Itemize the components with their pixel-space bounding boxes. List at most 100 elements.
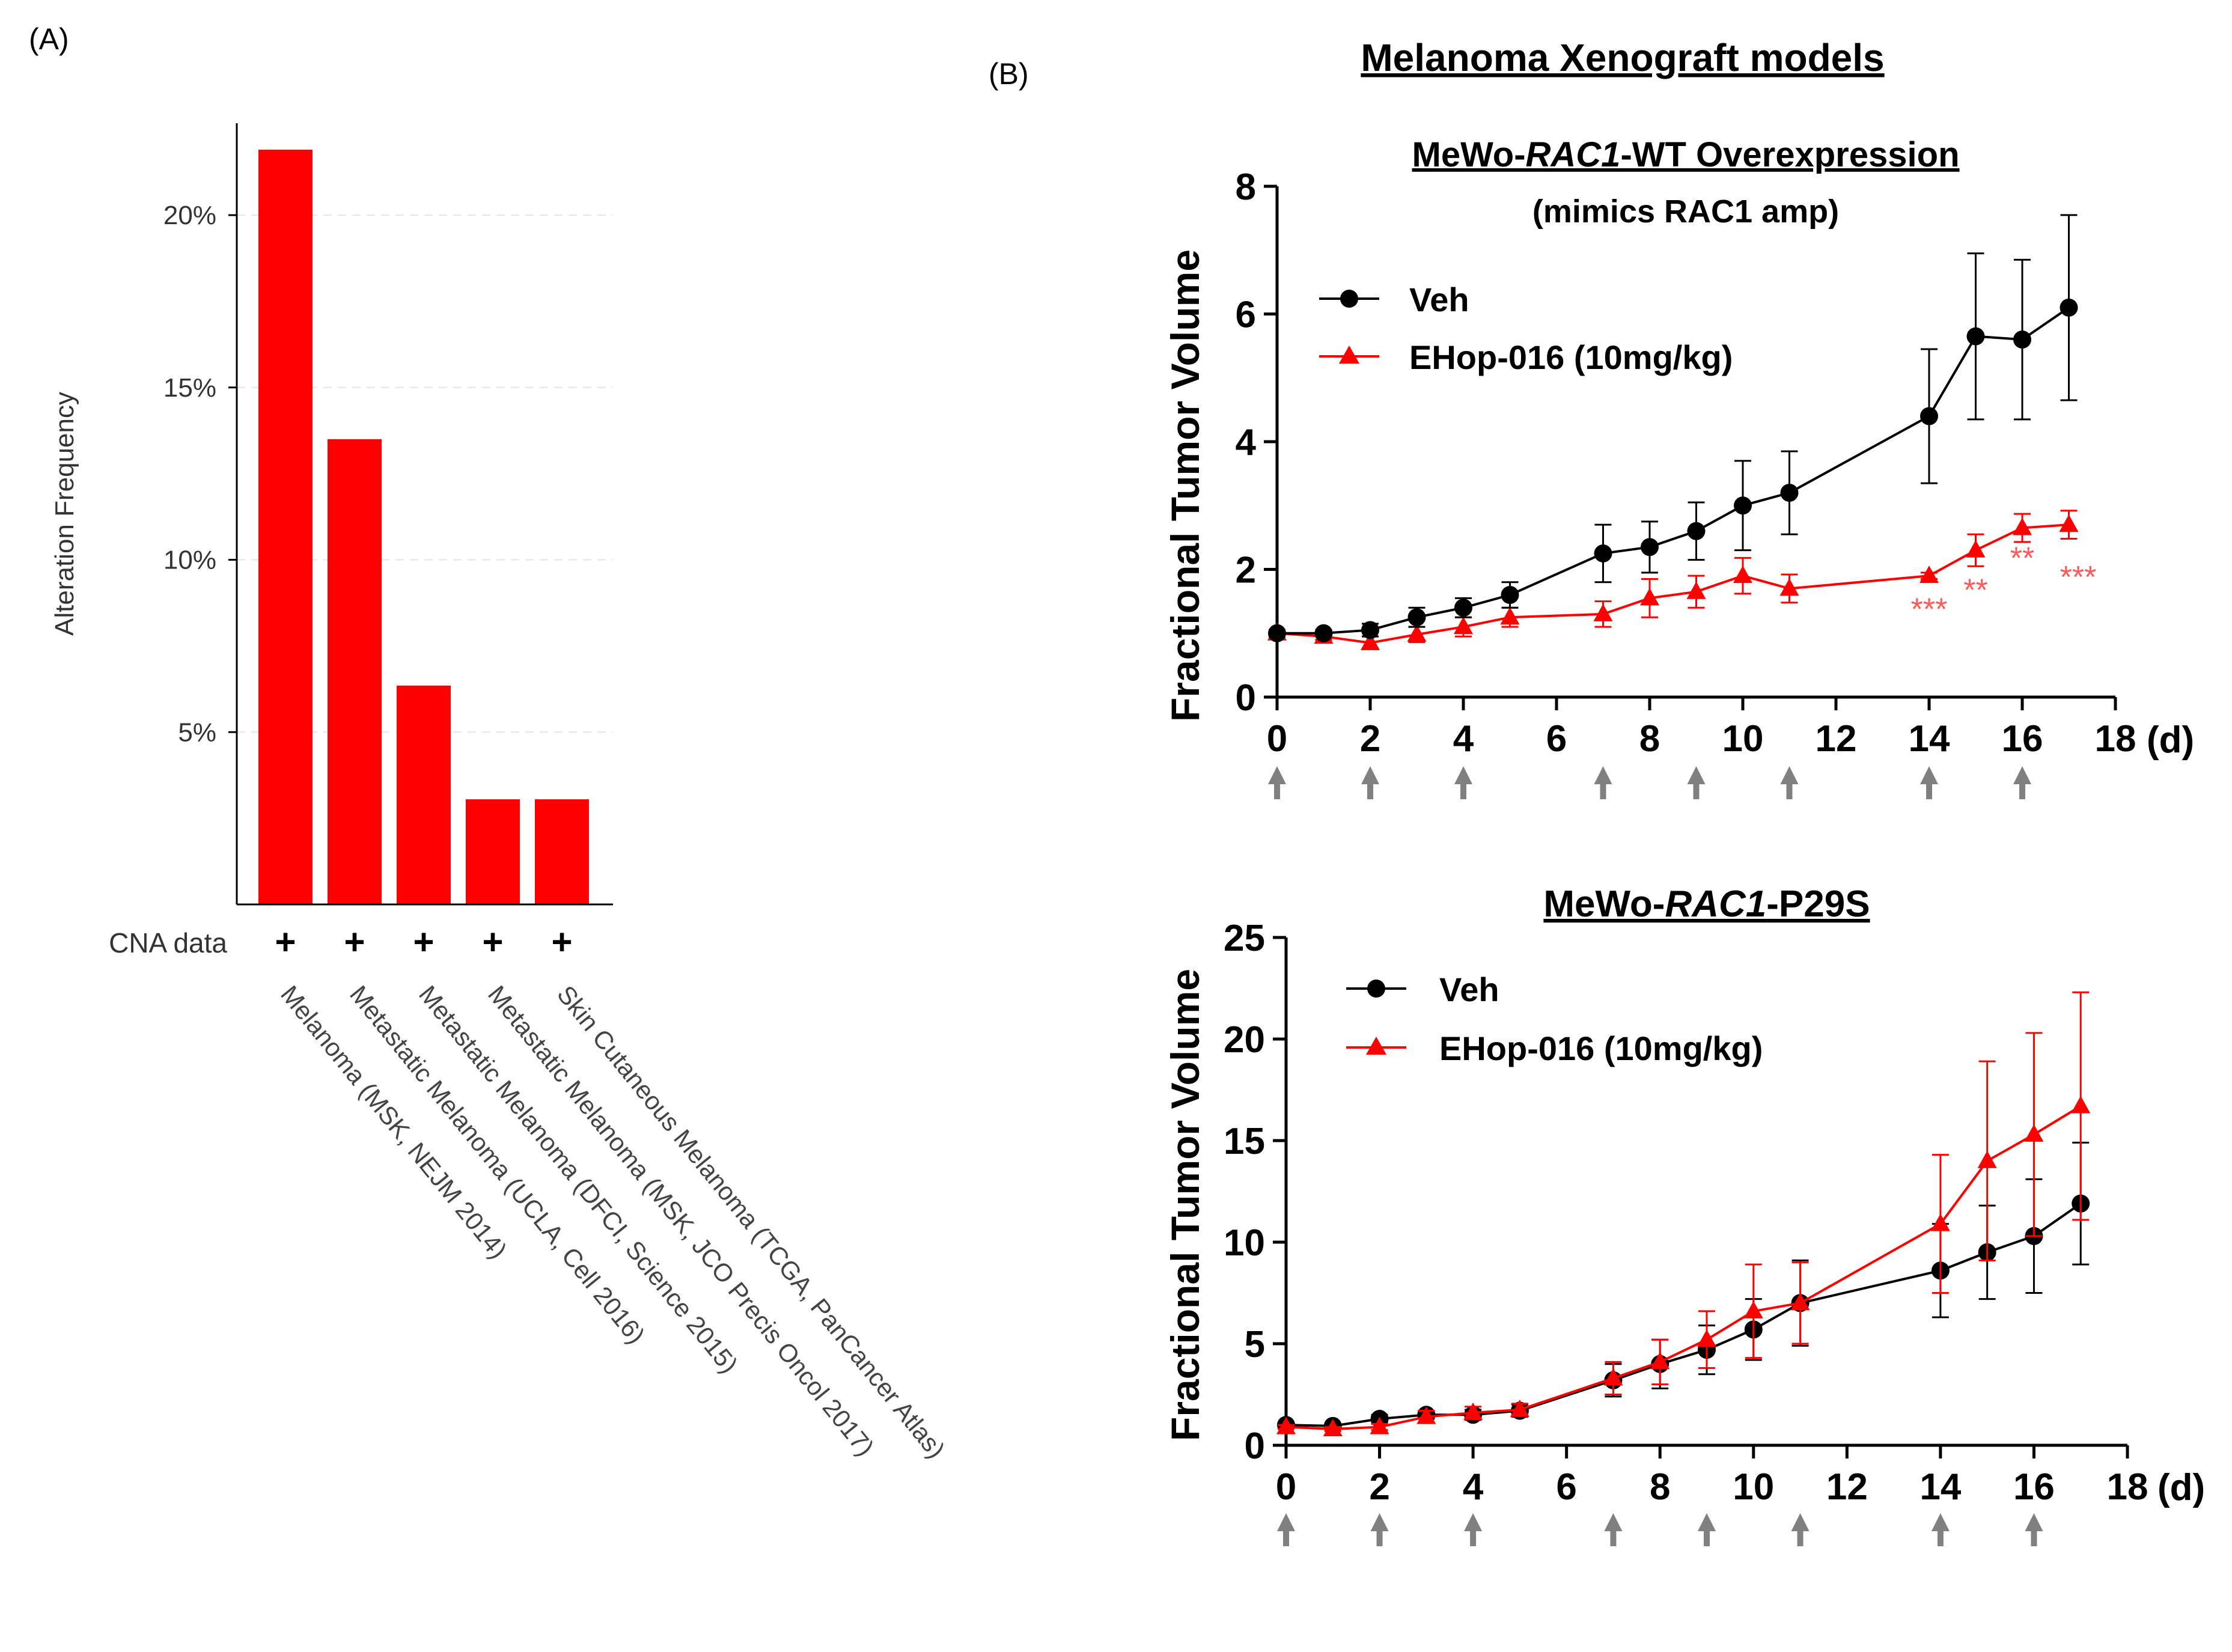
y-tick-label: 8 <box>1236 166 1256 208</box>
data-point <box>2013 331 2031 349</box>
data-point <box>1743 1300 1763 1318</box>
data-point <box>1779 578 1799 596</box>
bottom-series <box>1276 991 2091 1436</box>
a-y-ticks: 5% 10% 15% 20% <box>163 201 237 747</box>
data-point <box>2060 298 2078 317</box>
x-tick-label: 2 <box>1369 1466 1389 1508</box>
data-point <box>1966 327 1985 346</box>
data-point <box>1780 484 1799 502</box>
data-point <box>1276 1416 1296 1434</box>
data-point <box>1323 1418 1343 1436</box>
dosing-arrow <box>2013 766 2031 799</box>
data-point <box>1966 540 1986 558</box>
bar <box>328 439 382 904</box>
top-legend-veh-label: Veh <box>1409 281 1469 319</box>
dosing-arrow <box>1791 1513 1810 1546</box>
dosing-arrow <box>1277 1513 1295 1546</box>
data-point <box>1640 588 1659 606</box>
x-tick-label: 16 <box>2002 718 2043 760</box>
y-tick-label: 10 <box>1224 1222 1265 1264</box>
line-chart-top: MeWo-RAC1-WT Overexpression (mimics RAC1… <box>1163 135 2194 799</box>
bar-chart: 5% 10% 15% 20% Alteration Frequency CNA dat… <box>50 123 951 1463</box>
x-tick-label: 18 <box>2095 718 2136 760</box>
cna-mark: + <box>413 922 434 962</box>
dosing-arrow <box>1454 766 1472 799</box>
x-tick-label: 12 <box>1826 1466 1868 1508</box>
bottom-legend-ehop-marker <box>1366 1037 1386 1055</box>
bottom-legend-veh-label: Veh <box>1439 971 1499 1008</box>
data-point <box>1790 1293 1810 1311</box>
data-point <box>1977 1150 1997 1168</box>
top-x-unit: (d) <box>2147 719 2194 761</box>
x-tick-label: 4 <box>1453 718 1474 760</box>
x-tick-label: 6 <box>1556 1466 1576 1508</box>
data-point <box>1407 608 1426 627</box>
data-point <box>2013 517 2032 535</box>
x-tick-label: 10 <box>1733 1466 1774 1508</box>
data-point <box>1733 565 1752 584</box>
x-tick-label: 2 <box>1360 718 1380 760</box>
data-point <box>1500 607 1520 625</box>
top-y-axis-label: Fractional Tumor Volume <box>1163 249 1207 722</box>
bottom-legend-veh-marker <box>1367 980 1385 998</box>
series-veh <box>1268 214 2078 642</box>
data-point <box>1920 407 1938 425</box>
data-point <box>1734 496 1752 515</box>
data-point <box>1686 581 1706 599</box>
dosing-arrow <box>1361 766 1379 799</box>
bottom-title-suffix: -P29S <box>1766 883 1870 925</box>
data-point <box>1463 1402 1483 1420</box>
y-tick-label: 2 <box>1236 550 1256 591</box>
data-point <box>2071 1096 2091 1114</box>
data-point <box>1314 624 1333 642</box>
a-y-tick-label: 5% <box>178 718 216 747</box>
y-tick-label: 6 <box>1236 294 1256 336</box>
x-tick-label: 0 <box>1267 718 1287 760</box>
bar <box>258 150 313 904</box>
top-title-prefix: MeWo- <box>1412 135 1526 174</box>
top-title-suffix: -WT Overexpression <box>1620 135 1959 174</box>
data-point <box>1510 1399 1529 1417</box>
x-tick-label: 6 <box>1546 718 1567 760</box>
panel-label-a: (A) <box>29 22 69 56</box>
data-point <box>1268 624 1286 642</box>
cna-label: CNA data <box>109 927 227 959</box>
line-chart-bottom: MeWo-RAC1-P29S Fractional Tumor Volume 0… <box>1163 883 2205 1546</box>
top-chart-subtitle: (mimics RAC1 amp) <box>1532 194 1839 230</box>
data-point <box>1454 599 1472 617</box>
series-ehop <box>1267 510 2079 650</box>
a-y-tick-label: 20% <box>163 201 216 230</box>
a-bars <box>258 150 589 904</box>
section-title: Melanoma Xenograft models <box>1361 36 1884 79</box>
data-point <box>1687 522 1706 540</box>
top-legend-ehop-marker <box>1339 346 1359 364</box>
dosing-arrow <box>1464 1513 1483 1546</box>
bottom-dosing-arrows <box>1277 1513 2043 1546</box>
data-point <box>1416 1406 1436 1424</box>
top-series <box>1267 214 2079 650</box>
series-line <box>1285 1105 2082 1430</box>
panel-label-b: (B) <box>989 57 1029 91</box>
series-ehop <box>1276 991 2091 1436</box>
data-point <box>1641 538 1659 556</box>
top-dosing-arrows <box>1268 766 2031 799</box>
y-tick-label: 25 <box>1224 918 1265 959</box>
dosing-arrow <box>1687 766 1706 799</box>
x-tick-label: 16 <box>2013 1466 2055 1508</box>
data-point <box>1361 632 1380 650</box>
top-annotations: ********** <box>1911 541 2097 627</box>
bottom-x-unit: (d) <box>2157 1467 2205 1508</box>
y-tick-label: 4 <box>1236 422 1257 463</box>
top-axes: 0 2 4 6 8 0 2 4 6 8 10 12 14 16 18 <box>1236 166 2136 760</box>
x-tick-label: 8 <box>1639 718 1660 760</box>
data-point <box>1370 1416 1389 1434</box>
cna-mark: + <box>482 922 503 962</box>
dosing-arrow <box>1268 766 1286 799</box>
significance-annotation: *** <box>2060 560 2097 595</box>
dosing-arrow <box>1780 766 1799 799</box>
dosing-arrow <box>1370 1513 1389 1546</box>
x-tick-label: 18 <box>2107 1466 2148 1508</box>
cna-mark: + <box>275 922 296 962</box>
bar <box>397 685 451 904</box>
cna-mark: + <box>344 922 365 962</box>
